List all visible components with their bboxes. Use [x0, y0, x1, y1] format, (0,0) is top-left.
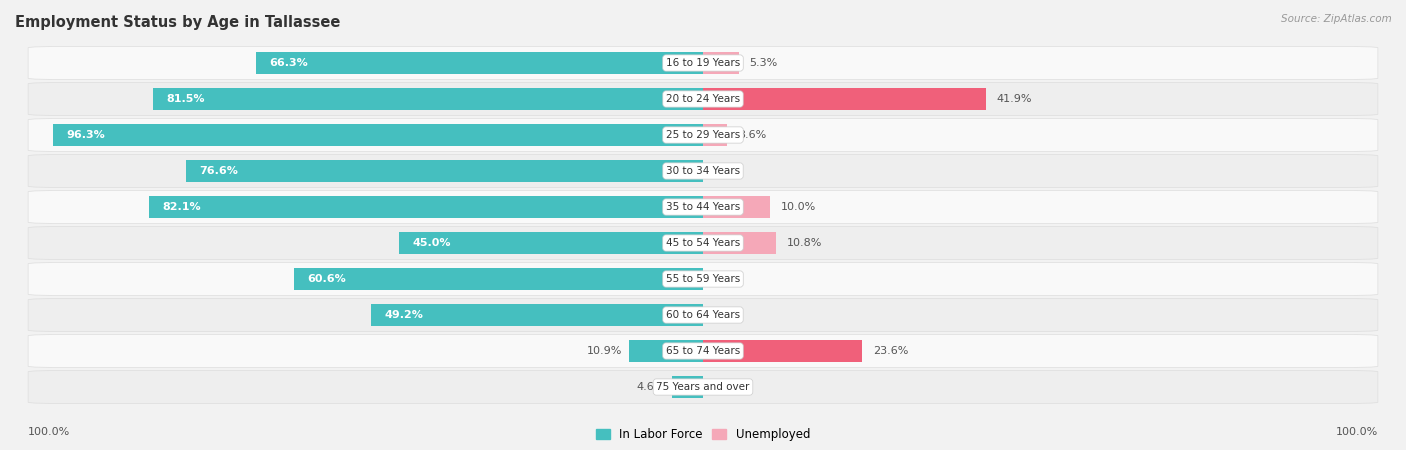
- Bar: [186, 160, 703, 182]
- Text: Source: ZipAtlas.com: Source: ZipAtlas.com: [1281, 14, 1392, 23]
- Text: 4.6%: 4.6%: [637, 382, 665, 392]
- Text: 0.0%: 0.0%: [714, 382, 742, 392]
- Text: 16 to 19 Years: 16 to 19 Years: [666, 58, 740, 68]
- FancyBboxPatch shape: [28, 46, 1378, 80]
- Text: 10.0%: 10.0%: [782, 202, 817, 212]
- Bar: [371, 304, 703, 326]
- Text: 25 to 29 Years: 25 to 29 Years: [666, 130, 740, 140]
- FancyBboxPatch shape: [28, 370, 1378, 404]
- Text: 55 to 59 Years: 55 to 59 Years: [666, 274, 740, 284]
- Text: 0.0%: 0.0%: [714, 310, 742, 320]
- Text: 35 to 44 Years: 35 to 44 Years: [666, 202, 740, 212]
- Bar: [294, 268, 703, 290]
- Bar: [703, 340, 862, 362]
- Text: 82.1%: 82.1%: [163, 202, 201, 212]
- Text: 0.0%: 0.0%: [714, 274, 742, 284]
- Text: 45 to 54 Years: 45 to 54 Years: [666, 238, 740, 248]
- Bar: [672, 376, 703, 398]
- Text: 5.3%: 5.3%: [749, 58, 778, 68]
- FancyBboxPatch shape: [28, 298, 1378, 332]
- FancyBboxPatch shape: [28, 118, 1378, 152]
- Text: 0.0%: 0.0%: [714, 166, 742, 176]
- FancyBboxPatch shape: [28, 82, 1378, 116]
- Text: Employment Status by Age in Tallassee: Employment Status by Age in Tallassee: [14, 15, 340, 30]
- Text: 81.5%: 81.5%: [166, 94, 205, 104]
- Text: 3.6%: 3.6%: [738, 130, 766, 140]
- FancyBboxPatch shape: [28, 262, 1378, 296]
- Bar: [703, 124, 727, 146]
- Text: 10.9%: 10.9%: [588, 346, 623, 356]
- Text: 100.0%: 100.0%: [1336, 427, 1378, 436]
- Bar: [703, 196, 770, 218]
- Text: 30 to 34 Years: 30 to 34 Years: [666, 166, 740, 176]
- Text: 96.3%: 96.3%: [66, 130, 105, 140]
- FancyBboxPatch shape: [28, 226, 1378, 260]
- Text: 60.6%: 60.6%: [308, 274, 346, 284]
- Text: 75 Years and over: 75 Years and over: [657, 382, 749, 392]
- Bar: [630, 340, 703, 362]
- Text: 20 to 24 Years: 20 to 24 Years: [666, 94, 740, 104]
- Bar: [53, 124, 703, 146]
- Text: 45.0%: 45.0%: [413, 238, 451, 248]
- Bar: [256, 52, 703, 74]
- Text: 41.9%: 41.9%: [997, 94, 1032, 104]
- FancyBboxPatch shape: [28, 154, 1378, 188]
- Text: 49.2%: 49.2%: [384, 310, 423, 320]
- FancyBboxPatch shape: [28, 190, 1378, 224]
- Text: 65 to 74 Years: 65 to 74 Years: [666, 346, 740, 356]
- Bar: [149, 196, 703, 218]
- FancyBboxPatch shape: [28, 334, 1378, 368]
- Bar: [703, 88, 986, 110]
- Bar: [703, 52, 738, 74]
- Text: 10.8%: 10.8%: [787, 238, 823, 248]
- Text: 100.0%: 100.0%: [28, 427, 70, 436]
- Bar: [399, 232, 703, 254]
- Text: 76.6%: 76.6%: [200, 166, 239, 176]
- Text: 66.3%: 66.3%: [269, 58, 308, 68]
- Legend: In Labor Force, Unemployed: In Labor Force, Unemployed: [591, 423, 815, 446]
- Text: 23.6%: 23.6%: [873, 346, 908, 356]
- Bar: [703, 232, 776, 254]
- Bar: [153, 88, 703, 110]
- Text: 60 to 64 Years: 60 to 64 Years: [666, 310, 740, 320]
